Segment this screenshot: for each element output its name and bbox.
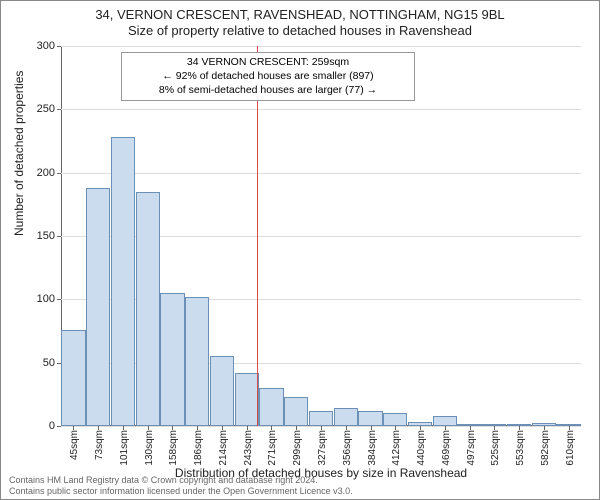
histogram-bar — [111, 137, 135, 426]
histogram-bar — [383, 413, 407, 426]
ytick-label: 250 — [37, 103, 61, 115]
ytick-label: 150 — [37, 230, 61, 242]
xtick-label: 214sqm — [218, 430, 229, 466]
xtick-label: 299sqm — [292, 430, 303, 466]
xtick-label: 130sqm — [144, 430, 155, 466]
callout-line-1: 34 VERNON CRESCENT: 259sqm — [128, 55, 408, 69]
histogram-bar — [433, 416, 457, 426]
ytick-label: 300 — [37, 40, 61, 52]
gridline — [61, 173, 581, 174]
histogram-bar — [235, 373, 259, 426]
xtick-label: 271sqm — [267, 430, 278, 466]
xtick-label: 45sqm — [69, 430, 80, 460]
plot-area: 05010015020025030045sqm73sqm101sqm130sqm… — [61, 46, 581, 426]
histogram-bar — [136, 192, 160, 426]
xtick-label: 412sqm — [391, 430, 402, 466]
xtick-label: 243sqm — [243, 430, 254, 466]
property-marker-line — [257, 46, 258, 426]
histogram-bar — [61, 330, 85, 426]
ytick-label: 100 — [37, 293, 61, 305]
histogram-bar — [160, 293, 184, 426]
histogram-bar — [284, 397, 308, 426]
xtick-label: 440sqm — [416, 430, 427, 466]
xtick-label: 525sqm — [490, 430, 501, 466]
callout-line-2: ← 92% of detached houses are smaller (89… — [128, 69, 408, 83]
gridline — [61, 46, 581, 47]
xtick-label: 73sqm — [94, 430, 105, 460]
histogram-bar — [185, 297, 209, 426]
xtick-label: 101sqm — [119, 430, 130, 466]
footer-line1: Contains HM Land Registry data © Crown c… — [9, 475, 353, 486]
histogram-bar — [86, 188, 110, 426]
chart-subtitle: Size of property relative to detached ho… — [1, 23, 599, 38]
histogram-bar — [259, 388, 283, 426]
footer-line2: Contains public sector information licen… — [9, 486, 353, 497]
xtick-label: 186sqm — [193, 430, 204, 466]
histogram-bar — [358, 411, 382, 426]
xtick-label: 469sqm — [441, 430, 452, 466]
xtick-label: 327sqm — [317, 430, 328, 466]
footer-attribution: Contains HM Land Registry data © Crown c… — [9, 475, 353, 497]
callout-line-3: 8% of semi-detached houses are larger (7… — [128, 83, 408, 97]
chart-container: 34, VERNON CRESCENT, RAVENSHEAD, NOTTING… — [0, 0, 600, 500]
xtick-label: 356sqm — [342, 430, 353, 466]
xtick-label: 497sqm — [466, 430, 477, 466]
ytick-label: 200 — [37, 167, 61, 179]
xtick-label: 610sqm — [565, 430, 576, 466]
histogram-bar — [334, 408, 358, 426]
histogram-bar — [210, 356, 234, 426]
gridline — [61, 109, 581, 110]
chart-title-address: 34, VERNON CRESCENT, RAVENSHEAD, NOTTING… — [1, 7, 599, 22]
xtick-label: 158sqm — [168, 430, 179, 466]
ytick-label: 0 — [49, 420, 61, 432]
xtick-label: 384sqm — [367, 430, 378, 466]
y-axis-label: Number of detached properties — [12, 71, 26, 236]
ytick-label: 50 — [43, 357, 61, 369]
xtick-label: 582sqm — [540, 430, 551, 466]
callout-box: 34 VERNON CRESCENT: 259sqm← 92% of detac… — [121, 52, 415, 101]
histogram-bar — [309, 411, 333, 426]
xtick-label: 553sqm — [515, 430, 526, 466]
